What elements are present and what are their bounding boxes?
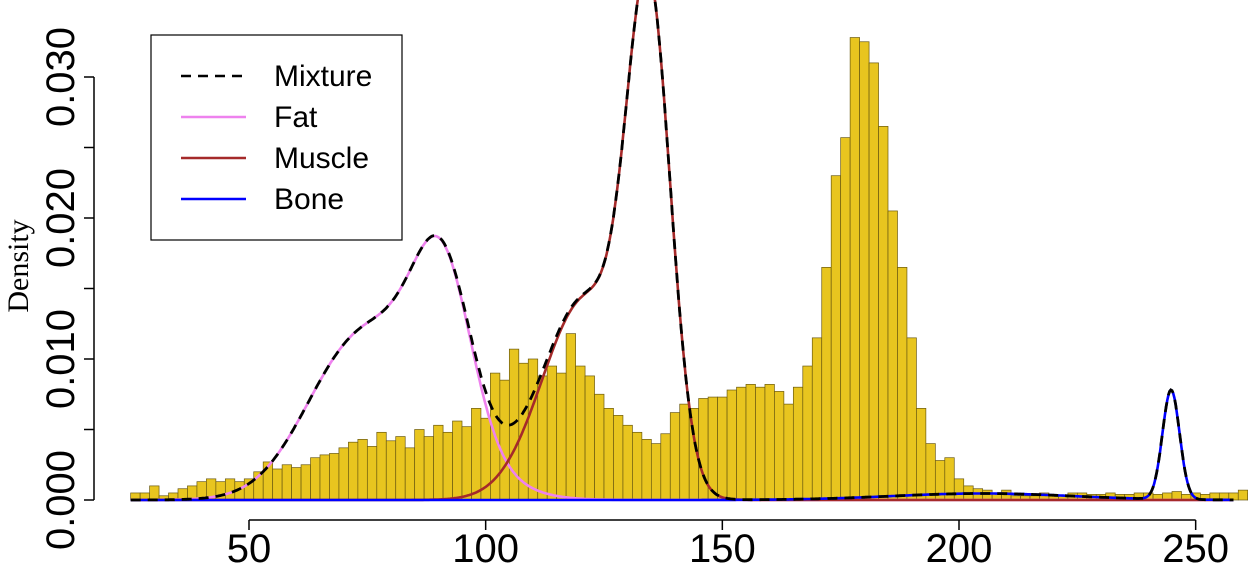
density-curves [130,0,1234,502]
histogram-bar [452,420,463,501]
histogram-bar [395,436,406,501]
histogram-bar [764,384,775,501]
y-axis-title: Density [2,219,35,312]
legend-label-mixture: Mixture [274,60,372,93]
histogram-bar [726,389,737,501]
histogram-bar [906,337,917,501]
histogram-bar [650,443,662,501]
histogram-bar [982,489,993,501]
histogram-bar [461,426,472,501]
histogram-bar [745,384,756,501]
y-tick-label: 0.020 [39,168,83,268]
histogram-bar [679,403,690,501]
x-tick-label: 150 [689,527,756,569]
histogram-bar [575,365,586,501]
histogram-bar [319,454,330,501]
histogram-bar [423,436,434,501]
histogram-bar [404,447,416,501]
histogram-bar [537,375,548,501]
histogram-bar [546,365,558,501]
histogram-bar [499,379,510,501]
histogram-bar [916,408,927,501]
histogram-bar [338,447,349,501]
histogram-bar [840,137,851,501]
histogram-bar [603,408,614,501]
histogram-bar [329,453,340,501]
y-tick-label: 0.000 [39,450,83,550]
x-tick-label: 200 [926,527,993,569]
histogram-bar [300,464,311,501]
histogram-bar [868,62,879,501]
histogram-bar [622,424,633,501]
histogram-bar [660,433,671,501]
y-tick-label: 0.030 [39,27,83,127]
histogram-bar [471,408,482,501]
histogram-bar [594,393,605,501]
histogram-bar [376,431,387,501]
histogram-bar [783,403,794,501]
histogram-bar [774,391,785,501]
histogram-bar [224,478,236,501]
histogram-bar [433,424,444,501]
histogram-bar [385,440,397,501]
histogram-bar [641,439,652,501]
legend-label-bone: Bone [274,183,344,216]
legend: Mixture Fat Muscle Bone [150,34,403,241]
histogram-bar [366,446,378,501]
legend-label-muscle: Muscle [274,142,369,175]
x-tick-label: 250 [1162,527,1229,569]
histogram-bar [707,396,718,501]
histogram-bar [849,37,860,501]
histogram-bar [357,439,368,501]
histogram-bar [281,464,292,501]
histogram-bar [878,125,889,501]
histogram-bar [802,365,813,501]
y-axis: 0.000 0.010 0.020 0.030 [39,27,95,550]
histogram-bar [414,429,425,501]
histogram-bar [348,441,359,501]
histogram-bar [830,175,842,501]
histogram-bar [821,267,832,501]
histogram-bar [556,372,567,501]
x-tick-label: 50 [227,527,272,569]
histogram-bar [897,267,908,501]
histogram-bar [755,386,766,501]
histogram-bar [859,41,870,501]
legend-label-fat: Fat [274,101,318,134]
histogram-bar [149,485,160,501]
histogram-bar [953,478,965,501]
histogram-bar [527,358,539,501]
histogram-bar [565,333,576,501]
histogram-bar [925,443,936,501]
histogram-bar [792,386,804,501]
legend-box [150,34,403,241]
y-tick-label: 0.010 [39,309,83,409]
x-axis: 50 100 150 200 250 [227,519,1229,569]
curve-mixture [130,0,1234,502]
histogram-bar [291,467,302,501]
histogram-bar [736,386,747,501]
histogram-bar [632,431,643,501]
histogram-bar [1237,489,1248,501]
histogram-bar [669,412,681,501]
histogram-bar [310,457,321,501]
x-tick-label: 100 [452,527,519,569]
histogram-bar [811,337,823,501]
histogram-bar [442,431,453,501]
histogram-bar [717,396,728,501]
histogram-bar [887,210,898,501]
histogram-bar [272,468,283,501]
histogram-bar [584,375,595,501]
histogram-bar [613,415,624,501]
